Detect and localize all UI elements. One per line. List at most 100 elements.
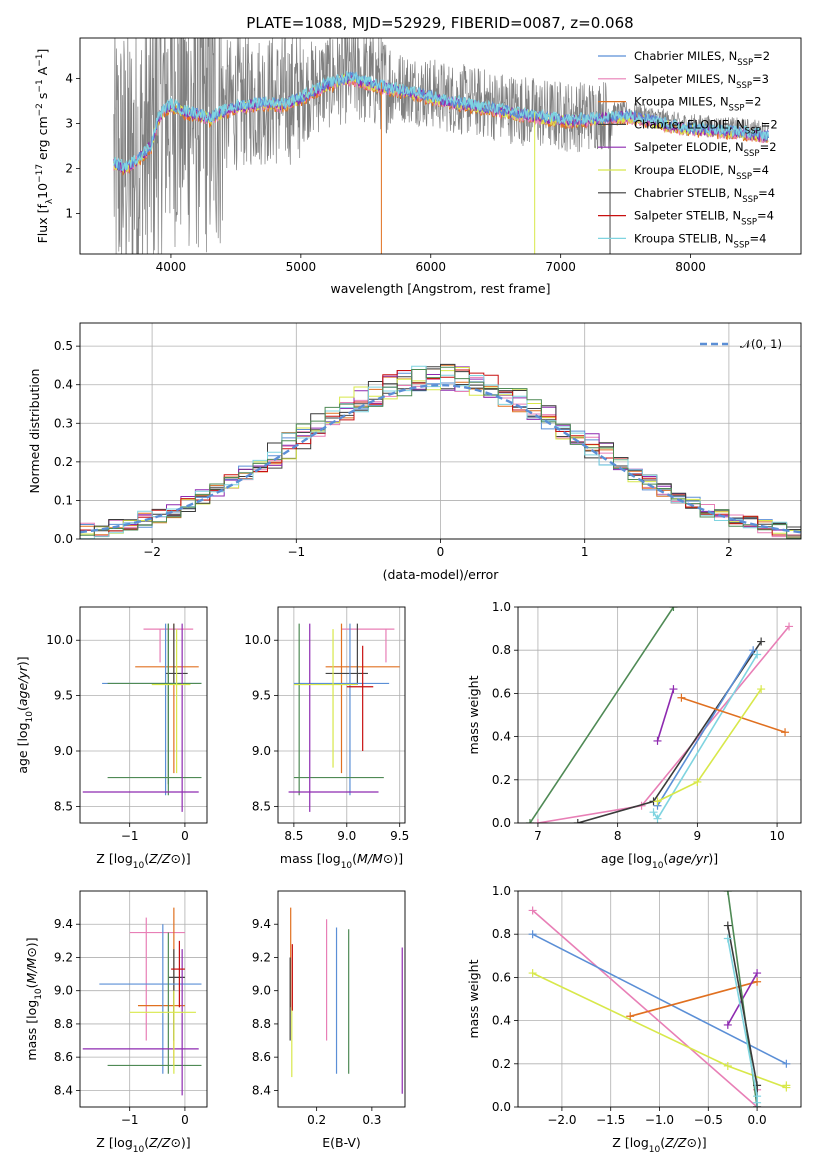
weight_vs_Z-marker [723, 1061, 732, 1070]
mass_vs_EBV-ytick-label: 9.0 [252, 984, 271, 998]
weight_vs_age-xlabel-italic: age/yr [668, 851, 709, 866]
weight_vs_Z-xlabel-part: Z [log [612, 1135, 648, 1150]
normal-legend-label: 𝒩(0, 1) [740, 337, 782, 351]
residuals-ytick-label: 0.3 [54, 416, 73, 430]
spectrum-ylabel-part: λ [45, 198, 55, 204]
weight_vs_age-series [677, 693, 790, 737]
legend-entry-label: Chabrier MILES, N [634, 49, 737, 63]
age_vs_mass-xlabel-part: ( [352, 851, 357, 866]
mass_vs_EBV-ytick-label: 8.6 [252, 1050, 271, 1064]
weight_vs_Z-series [528, 930, 791, 1068]
mass_vs_Z-ylabel-part: )] [24, 937, 39, 947]
legend-entry-sub: SSP [736, 81, 752, 91]
spectrum-ytick-label: 3 [65, 117, 73, 131]
weight_vs_Z-xtick-label: −2.0 [547, 1113, 576, 1127]
weight_vs_age-ytick-label: 0.8 [492, 643, 511, 657]
weight_vs_age-marker [669, 685, 678, 694]
spectrum-xlabel: wavelength [Angstrom, rest frame] [330, 281, 550, 296]
residuals-frame [79, 322, 802, 540]
weight_vs_age-series [653, 685, 766, 806]
legend-entry: Chabrier ELODIE, NSSP=2 [634, 117, 778, 136]
residuals-plot-area [80, 363, 801, 539]
mass_vs_Z-xtick-label: 0 [181, 1113, 189, 1127]
weight_vs_Z-xtick-label: 0.0 [748, 1113, 767, 1127]
spectrum-data-line [113, 38, 769, 254]
mass_vs_EBV-xlabel: E(B-V) [322, 1135, 361, 1150]
weight_vs_age-xtick-label: 10 [769, 829, 784, 843]
legend-entry-label: Salpeter STELIB, N [634, 209, 741, 223]
weight_vs_age-ytick-label: 0.2 [492, 773, 511, 787]
mass_vs_Z-errorbar-point [82, 949, 199, 1096]
residuals-axes: −2 −1 0 1 2 0.0 0.1 0.2 0.3 0.4 0.5 (data-model)/er… [27, 322, 802, 582]
legend-entry-n: =2 [744, 95, 761, 109]
age_vs_Z-xlabel-italic: Z/Z⊙ [148, 851, 181, 866]
mass_vs_EBV-plot-area [289, 907, 403, 1094]
weight_vs_age-marker [573, 819, 582, 823]
weight_vs_age-xtick-label: 8 [614, 829, 622, 843]
weight_vs_Z-xtick-label: −1.5 [596, 1113, 625, 1127]
legend-entry-n: =2 [761, 117, 778, 131]
residuals-xtick-label: 2 [725, 545, 733, 559]
weight_vs_Z-marker [782, 1059, 791, 1068]
age_vs_Z-ytick-label: 10.0 [46, 633, 73, 647]
age_vs_Z-xlabel: Z [log10(Z/Z⊙)] [96, 851, 190, 871]
weight_vs_Z-ytick-label: 1.0 [492, 884, 511, 898]
mass_vs_EBV-xtick-label: 0.3 [362, 1113, 381, 1127]
legend-entry: Salpeter STELIB, NSSP=4 [634, 209, 774, 228]
weight_vs_age-marker [669, 607, 678, 611]
spectrum-plot-area [113, 38, 770, 254]
legend-entry-label: Chabrier ELODIE, N [634, 117, 745, 131]
weight_vs_Z-axes: −2.0 −1.5 −1.0 −0.5 0.0 0.0 0.2 0.4 0.6 0.8 1.0 Z [… [466, 884, 802, 1155]
spectrum-model-line [113, 70, 770, 171]
residual-histogram-series [80, 366, 801, 539]
age_vs_mass-xlabel-italic: M/M⊙ [357, 851, 393, 866]
weight_vs_Z-xtick-label: −0.5 [694, 1113, 723, 1127]
weight_vs_Z-ytick-label: 0.2 [492, 1057, 511, 1071]
weight_vs_Z-ytick-label: 0.8 [492, 927, 511, 941]
spectrum-axes: 4000 5000 6000 7000 8000 1 2 3 4 wavelength [Angs… [35, 37, 802, 296]
weight_vs_Z-marker [626, 1012, 635, 1021]
mass_vs_Z-xlabel-part: ( [144, 1135, 149, 1150]
legend-entry-sub: SSP [744, 149, 760, 159]
legend-entry-n: =2 [760, 140, 777, 154]
mass_vs_Z-xlabel: Z [log10(Z/Z⊙)] [96, 1135, 190, 1155]
mass_vs_Z-ytick-label: 9.2 [54, 950, 73, 964]
spectrum-ylabel-part: −2 [35, 103, 45, 116]
residuals-ytick-label: 0.4 [54, 378, 73, 392]
weight_vs_Z-series [782, 1081, 791, 1090]
age_vs_mass-ytick-label: 9.5 [252, 689, 271, 703]
weight_vs_Z-line [532, 933, 787, 1065]
mass_vs_Z-ytick-label: 8.8 [54, 1017, 73, 1031]
residuals-xtick-label: −1 [287, 545, 305, 559]
spectrum-ylabel-part: 10 [35, 183, 50, 199]
weight_vs_age-xlabel: age [log10(age/yr)] [601, 851, 718, 871]
residuals-ytick-label: 0.0 [54, 532, 73, 546]
weight_vs_age-series [525, 607, 678, 823]
spectrum-ylabel-part: −17 [35, 164, 45, 183]
weight_vs_Z-series [723, 934, 762, 1107]
weight_vs_Z-marker [528, 906, 537, 915]
spectrum-xtick-label: 6000 [415, 260, 446, 274]
age_vs_Z-xlabel-part: )] [181, 851, 191, 866]
weight_vs_age-marker [649, 808, 658, 817]
spectrum-ylabel-part: A [35, 66, 50, 79]
weight_vs_age-xlabel-part: ( [663, 851, 668, 866]
residuals-xtick-label: 0 [437, 545, 445, 559]
legend-entry-label: Chabrier STELIB, N [634, 186, 742, 200]
age_vs_mass-xlabel-part: )] [393, 851, 403, 866]
age_vs_Z-xtick-label: 0 [181, 829, 189, 843]
mass_vs_Z-ytick-label: 8.4 [54, 1083, 73, 1097]
weight_vs_age-xlabel-sub: 10 [652, 861, 664, 871]
weight_vs_Z-line [629, 980, 758, 1018]
age_vs_mass-ytick-label: 8.5 [252, 799, 271, 813]
age_vs_mass-xtick-label: 9.0 [337, 829, 356, 843]
mass_vs_Z-plot-area [82, 907, 202, 1096]
spectrum-model-line [113, 71, 769, 174]
age_vs_mass-xlabel: mass [log10(M/M⊙)] [280, 851, 403, 871]
age_vs_Z-errorbar-point [151, 629, 191, 774]
spectrum-ylabel-part: −1 [35, 79, 45, 92]
legend-entry-n: =4 [752, 163, 769, 177]
weight_vs_Z-ytick-label: 0.4 [492, 1014, 511, 1028]
legend-entry-sub: SSP [736, 172, 752, 182]
weight_vs_age-marker [757, 685, 766, 694]
